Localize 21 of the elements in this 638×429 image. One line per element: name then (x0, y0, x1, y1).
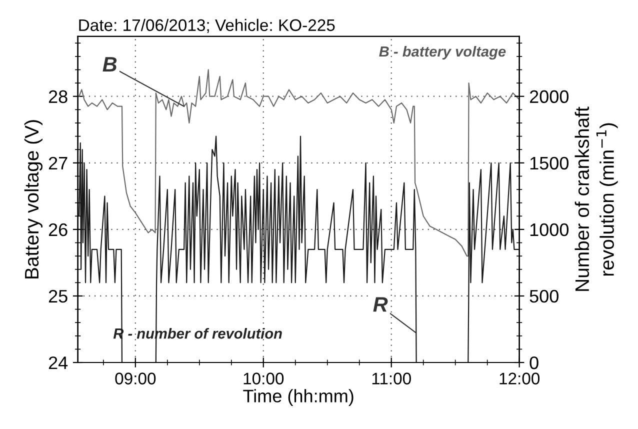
y2-tick-label: 500 (530, 290, 558, 303)
annotation: B (102, 57, 117, 72)
annotation: B - battery voltage (379, 46, 506, 60)
annotation: R (373, 297, 388, 312)
y-tick-label: 25 (48, 290, 68, 303)
x-tick-label: 12:00 (500, 372, 540, 384)
x-axis-title: Time (hh:mm) (243, 389, 354, 406)
y2-axis-title: Number of crankshaft revolution (min$^{−1}$) (574, 106, 618, 291)
y-tick-label: 24 (48, 356, 68, 370)
y2-tick-label: 2000 (530, 90, 569, 104)
chart-title: Date: 17/06/2013; Vehicle: KO-225 (79, 18, 335, 34)
x-tick-label: 09:00 (115, 372, 156, 384)
x-tick-label: 11:00 (372, 372, 411, 384)
y2-tick-label: 1500 (530, 156, 569, 170)
y-axis-title: Battery voltage (V) (24, 120, 42, 278)
y2-tick-label: 1000 (530, 223, 569, 236)
y-tick-label: 28 (48, 90, 68, 104)
y2-tick-label: 0 (530, 356, 538, 370)
y-tick-label: 26 (48, 223, 68, 236)
x-tick-label: 10:00 (244, 372, 284, 384)
y-tick-label: 27 (48, 156, 68, 170)
